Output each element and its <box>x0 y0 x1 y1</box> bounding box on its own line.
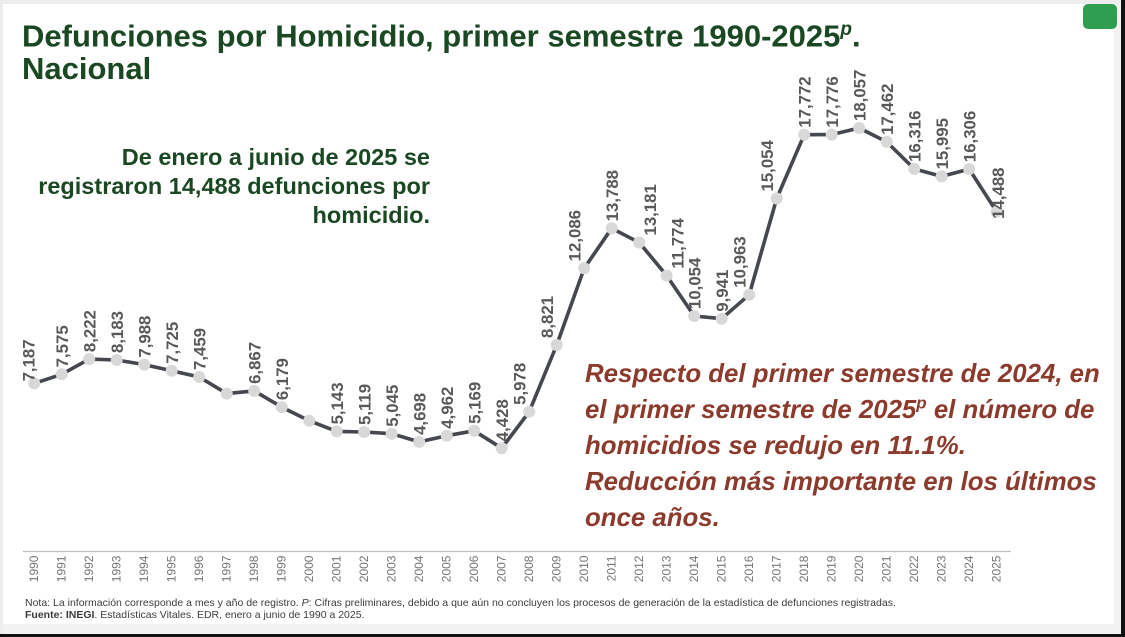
svg-text:1996: 1996 <box>192 555 206 582</box>
svg-text:11,774: 11,774 <box>669 218 688 269</box>
svg-text:2025: 2025 <box>990 555 1004 582</box>
svg-text:1994: 1994 <box>137 555 151 582</box>
svg-text:17,772: 17,772 <box>796 76 815 127</box>
svg-text:2006: 2006 <box>467 555 481 582</box>
svg-text:2023: 2023 <box>935 555 949 582</box>
svg-text:5,045: 5,045 <box>383 385 402 427</box>
svg-text:2008: 2008 <box>522 555 536 582</box>
svg-text:2002: 2002 <box>357 555 371 582</box>
svg-text:5,119: 5,119 <box>356 384 375 425</box>
svg-text:9,941: 9,941 <box>713 270 732 312</box>
svg-text:7,988: 7,988 <box>136 316 155 358</box>
svg-text:13,788: 13,788 <box>603 170 622 221</box>
svg-text:2007: 2007 <box>495 555 509 582</box>
svg-text:15,995: 15,995 <box>933 118 952 169</box>
svg-text:5,978: 5,978 <box>511 363 530 405</box>
svg-text:8,222: 8,222 <box>81 310 100 352</box>
svg-text:14,488: 14,488 <box>989 167 1008 218</box>
svg-text:2017: 2017 <box>770 555 784 582</box>
svg-text:2015: 2015 <box>715 555 729 582</box>
svg-text:2022: 2022 <box>907 555 921 582</box>
svg-text:4,698: 4,698 <box>411 393 430 435</box>
svg-text:2011: 2011 <box>605 555 619 581</box>
svg-text:8,821: 8,821 <box>538 296 557 338</box>
svg-text:10,963: 10,963 <box>731 236 750 287</box>
svg-text:4,428: 4,428 <box>493 399 512 441</box>
svg-text:1997: 1997 <box>220 555 234 582</box>
svg-text:5,143: 5,143 <box>328 382 347 424</box>
svg-text:16,316: 16,316 <box>906 111 925 162</box>
svg-text:2021: 2021 <box>880 555 894 582</box>
svg-text:1998: 1998 <box>247 555 261 582</box>
svg-text:1991: 1991 <box>55 555 69 582</box>
svg-text:2018: 2018 <box>797 555 811 582</box>
svg-text:7,725: 7,725 <box>163 322 182 364</box>
svg-text:6,179: 6,179 <box>273 358 292 400</box>
svg-text:17,776: 17,776 <box>823 76 842 127</box>
svg-text:2012: 2012 <box>632 555 646 582</box>
svg-text:2005: 2005 <box>440 555 454 582</box>
svg-text:2000: 2000 <box>302 555 316 582</box>
svg-text:7,459: 7,459 <box>191 328 210 370</box>
svg-text:2013: 2013 <box>660 555 674 582</box>
svg-text:2014: 2014 <box>687 555 701 582</box>
svg-text:6,867: 6,867 <box>246 342 265 384</box>
svg-text:1992: 1992 <box>82 555 96 582</box>
svg-text:1999: 1999 <box>275 555 289 582</box>
svg-text:12,086: 12,086 <box>566 210 585 261</box>
svg-text:1990: 1990 <box>27 555 41 582</box>
svg-text:4,962: 4,962 <box>438 387 457 429</box>
svg-text:1995: 1995 <box>165 555 179 582</box>
svg-text:13,181: 13,181 <box>641 184 660 235</box>
svg-text:2016: 2016 <box>742 555 756 582</box>
svg-text:2009: 2009 <box>550 555 564 582</box>
svg-text:16,306: 16,306 <box>961 111 980 162</box>
svg-text:10,054: 10,054 <box>686 257 705 309</box>
svg-text:8,183: 8,183 <box>108 311 127 353</box>
svg-text:17,462: 17,462 <box>878 84 897 135</box>
svg-text:7,575: 7,575 <box>53 325 72 367</box>
svg-text:2019: 2019 <box>825 555 839 582</box>
svg-text:7,187: 7,187 <box>20 339 39 381</box>
svg-text:2003: 2003 <box>385 555 399 582</box>
svg-text:1993: 1993 <box>110 555 124 582</box>
svg-text:2020: 2020 <box>852 555 866 582</box>
svg-text:5,169: 5,169 <box>466 382 485 424</box>
svg-text:2001: 2001 <box>330 555 344 582</box>
svg-text:15,054: 15,054 <box>758 140 777 192</box>
svg-text:2004: 2004 <box>412 555 426 582</box>
svg-text:2010: 2010 <box>577 555 591 582</box>
svg-text:2024: 2024 <box>962 555 976 582</box>
svg-text:18,057: 18,057 <box>851 70 870 121</box>
